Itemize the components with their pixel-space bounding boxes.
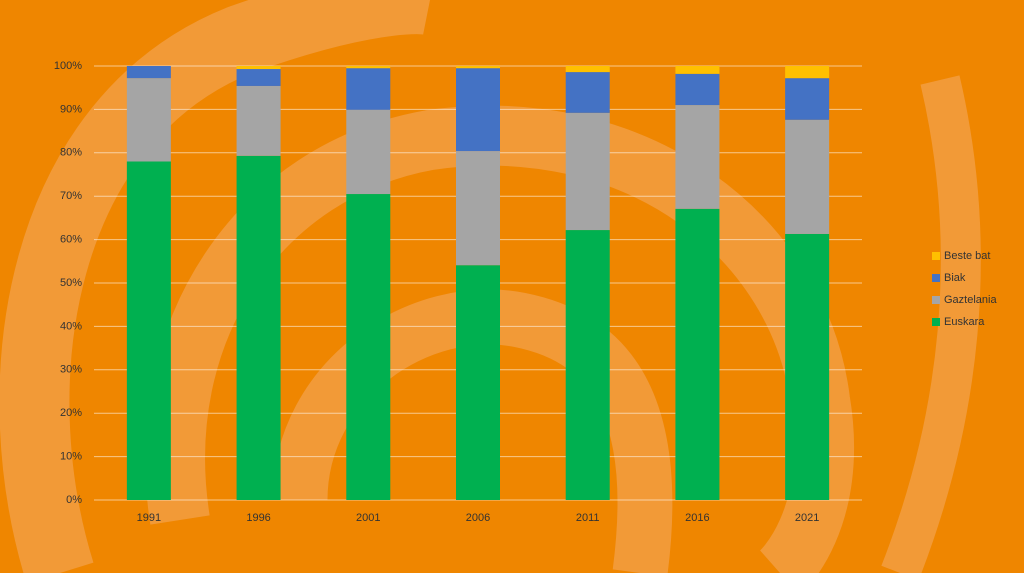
y-tick-label: 20% [60, 407, 82, 419]
legend-swatch [932, 318, 940, 326]
bar-segment [236, 66, 281, 70]
x-tick-label: 2021 [795, 512, 819, 524]
bar-segment [346, 68, 391, 110]
y-tick-label: 0% [66, 494, 82, 506]
legend-label: Biak [944, 272, 966, 284]
x-tick-label: 2001 [356, 512, 380, 524]
y-tick-label: 40% [60, 320, 82, 332]
bar-segment [236, 69, 281, 86]
bar-segment [126, 161, 171, 501]
legend-swatch [932, 252, 940, 260]
bar-segment [675, 208, 720, 500]
bar-segment [456, 151, 500, 266]
y-tick-label: 90% [60, 103, 82, 115]
bar-segment [785, 66, 830, 79]
legend-label: Euskara [944, 316, 985, 328]
bar-segment [565, 72, 610, 113]
bar-segment [236, 155, 281, 500]
bar-segment [346, 66, 391, 69]
bar-segment [565, 66, 610, 73]
y-tick-label: 50% [60, 277, 82, 289]
legend-swatch [932, 274, 940, 282]
y-tick-label: 80% [60, 147, 82, 159]
x-tick-label: 1996 [246, 512, 270, 524]
bar-segment [456, 68, 500, 152]
bar-segment [565, 112, 610, 231]
bar-segment [456, 66, 500, 69]
bar-segment [346, 194, 391, 500]
y-tick-label: 60% [60, 234, 82, 246]
legend-swatch [932, 296, 940, 304]
y-tick-label: 70% [60, 190, 82, 202]
bar-segment [785, 119, 830, 234]
bar-segment [565, 230, 610, 500]
bar-segment [675, 66, 720, 74]
x-tick-label: 1991 [137, 512, 161, 524]
legend-label: Beste bat [944, 250, 990, 262]
x-tick-label: 2011 [576, 512, 600, 524]
bar-segment [126, 78, 171, 162]
bar-segment [346, 109, 391, 195]
y-tick-label: 100% [54, 60, 82, 72]
bar-segment [126, 66, 171, 79]
bar-segment [785, 78, 830, 120]
bar-segment [236, 85, 281, 156]
x-tick-label: 2006 [466, 512, 490, 524]
y-tick-label: 10% [60, 451, 82, 463]
x-tick-label: 2016 [685, 512, 709, 524]
bar-segment [456, 265, 500, 500]
y-tick-label: 30% [60, 364, 82, 376]
legend-label: Gaztelania [944, 294, 997, 306]
bar-segment [675, 105, 720, 209]
bar-segment [785, 233, 830, 500]
bar-segment [675, 73, 720, 106]
